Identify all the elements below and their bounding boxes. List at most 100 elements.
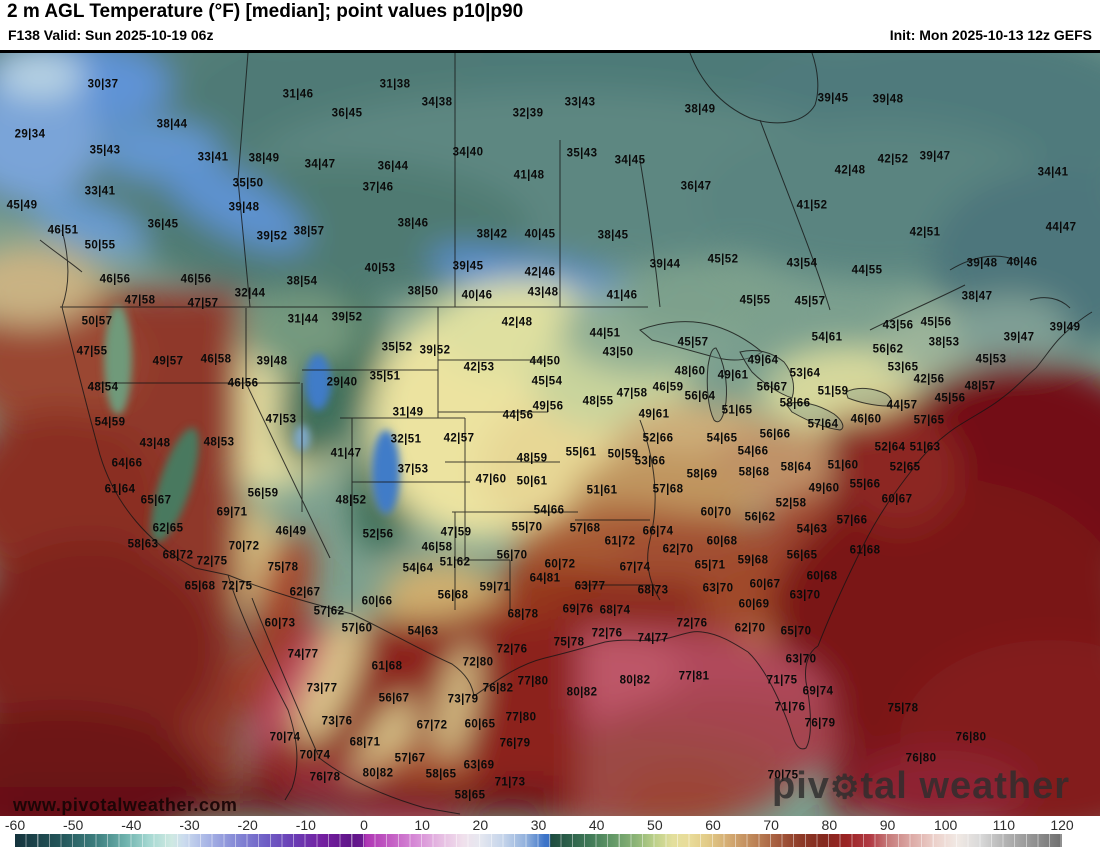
colorbar-tick: 70 <box>763 817 779 833</box>
point-value: 76|82 <box>482 682 514 695</box>
point-value: 39|52 <box>331 311 363 324</box>
point-value: 46|56 <box>180 273 212 286</box>
point-value: 37|53 <box>397 463 429 476</box>
point-value: 41|52 <box>796 199 828 212</box>
colorbar: -60 -50 -40 -30 -20 -10 0 10 20 30 40 50 60 70 80 90 100… <box>0 816 1100 850</box>
point-value: 72|80 <box>462 656 494 669</box>
point-value: 39|44 <box>649 258 681 271</box>
point-value: 50|59 <box>607 448 639 461</box>
point-value: 52|64 <box>874 441 906 454</box>
point-value: 48|60 <box>674 365 706 378</box>
point-value: 31|38 <box>379 78 411 91</box>
point-value: 50|55 <box>84 239 116 252</box>
point-value: 54|66 <box>737 445 769 458</box>
colorbar-tick: 40 <box>588 817 605 833</box>
point-value: 35|50 <box>232 177 264 190</box>
point-value: 69|74 <box>802 685 834 698</box>
point-value: 46|51 <box>47 224 79 237</box>
point-value: 52|56 <box>362 528 394 541</box>
point-value: 60|73 <box>264 617 296 630</box>
point-value: 73|76 <box>321 715 353 728</box>
header: 2 m AGL Temperature (°F) [median]; point… <box>0 0 1100 50</box>
point-value: 75|78 <box>553 636 585 649</box>
point-value: 72|75 <box>221 580 253 593</box>
point-value: 31|44 <box>287 313 319 326</box>
point-value: 46|60 <box>850 413 882 426</box>
point-value: 71|75 <box>766 674 798 687</box>
point-value: 80|82 <box>362 767 394 780</box>
point-value: 51|65 <box>721 404 753 417</box>
point-value: 56|67 <box>378 692 410 705</box>
point-value: 49|64 <box>747 354 779 367</box>
point-value: 39|47 <box>1003 331 1035 344</box>
point-value: 48|53 <box>203 436 235 449</box>
point-value: 63|70 <box>789 589 821 602</box>
point-value: 54|59 <box>94 416 126 429</box>
point-value: 43|48 <box>527 286 559 299</box>
point-value: 49|61 <box>638 408 670 421</box>
point-value: 43|54 <box>786 257 818 270</box>
point-value: 47|59 <box>440 526 472 539</box>
point-value: 66|74 <box>642 525 674 538</box>
point-value: 46|49 <box>275 525 307 538</box>
point-value: 64|66 <box>111 457 143 470</box>
weather-map[interactable]: 30|37 29|34 38|44 35|43 33|41 38|49 35|50 33|41… <box>0 50 1100 816</box>
point-value: 56|66 <box>759 428 791 441</box>
point-value: 60|69 <box>738 598 770 611</box>
point-value: 68|71 <box>349 736 381 749</box>
brand-text-post: tal weather <box>860 765 1071 807</box>
point-value: 54|63 <box>796 523 828 536</box>
valid-time: F138 Valid: Sun 2025-10-19 06z <box>8 27 214 43</box>
point-value: 39|52 <box>256 230 288 243</box>
point-value: 62|67 <box>289 586 321 599</box>
point-value: 61|72 <box>604 535 636 548</box>
brand-watermark: piv⚙tal weather <box>772 765 1070 808</box>
point-value: 38|57 <box>293 225 325 238</box>
point-value: 51|63 <box>909 441 941 454</box>
point-value: 70|75 <box>767 769 799 782</box>
point-value: 42|46 <box>524 266 556 279</box>
point-value: 72|76 <box>496 643 528 656</box>
point-value: 76|79 <box>499 737 531 750</box>
point-value: 60|68 <box>706 535 738 548</box>
point-value: 57|60 <box>341 622 373 635</box>
colorbar-tick: 80 <box>821 817 838 833</box>
point-value: 71|76 <box>774 701 806 714</box>
point-value: 77|80 <box>517 675 549 688</box>
point-value: 49|61 <box>717 369 749 382</box>
point-value: 34|47 <box>304 158 336 171</box>
point-value: 44|55 <box>851 264 883 277</box>
point-value: 49|56 <box>532 400 564 413</box>
point-value: 42|53 <box>463 361 495 374</box>
point-value: 48|52 <box>335 494 367 507</box>
point-value: 38|49 <box>248 152 280 165</box>
point-value: 60|68 <box>806 570 838 583</box>
point-value: 80|82 <box>566 686 598 699</box>
point-value: 62|70 <box>734 622 766 635</box>
point-value: 63|70 <box>702 582 734 595</box>
colorbar-tick: 100 <box>933 817 958 833</box>
point-value: 54|66 <box>533 504 565 517</box>
point-value: 29|34 <box>14 128 46 141</box>
point-value: 45|53 <box>975 353 1007 366</box>
point-value: 67|74 <box>619 561 651 574</box>
point-value: 68|74 <box>599 604 631 617</box>
point-value: 46|59 <box>652 381 684 394</box>
colorbar-tick: 120 <box>1050 817 1074 833</box>
colorbar-tick: -60 <box>4 817 26 833</box>
point-value: 60|66 <box>361 595 393 608</box>
watermark-url[interactable]: www.pivotalweather.com <box>13 795 238 815</box>
point-value: 62|65 <box>152 522 184 535</box>
point-value: 45|49 <box>6 199 38 212</box>
point-value: 57|68 <box>652 483 684 496</box>
point-value: 36|44 <box>377 160 409 173</box>
point-value: 50|57 <box>81 315 113 328</box>
point-value: 38|46 <box>397 217 429 230</box>
colorbar-gradient <box>15 834 1062 847</box>
point-value: 54|64 <box>402 562 434 575</box>
point-value: 45|56 <box>934 392 966 405</box>
point-value: 45|55 <box>739 294 771 307</box>
point-value: 32|51 <box>390 433 422 446</box>
point-value: 55|61 <box>565 446 597 459</box>
